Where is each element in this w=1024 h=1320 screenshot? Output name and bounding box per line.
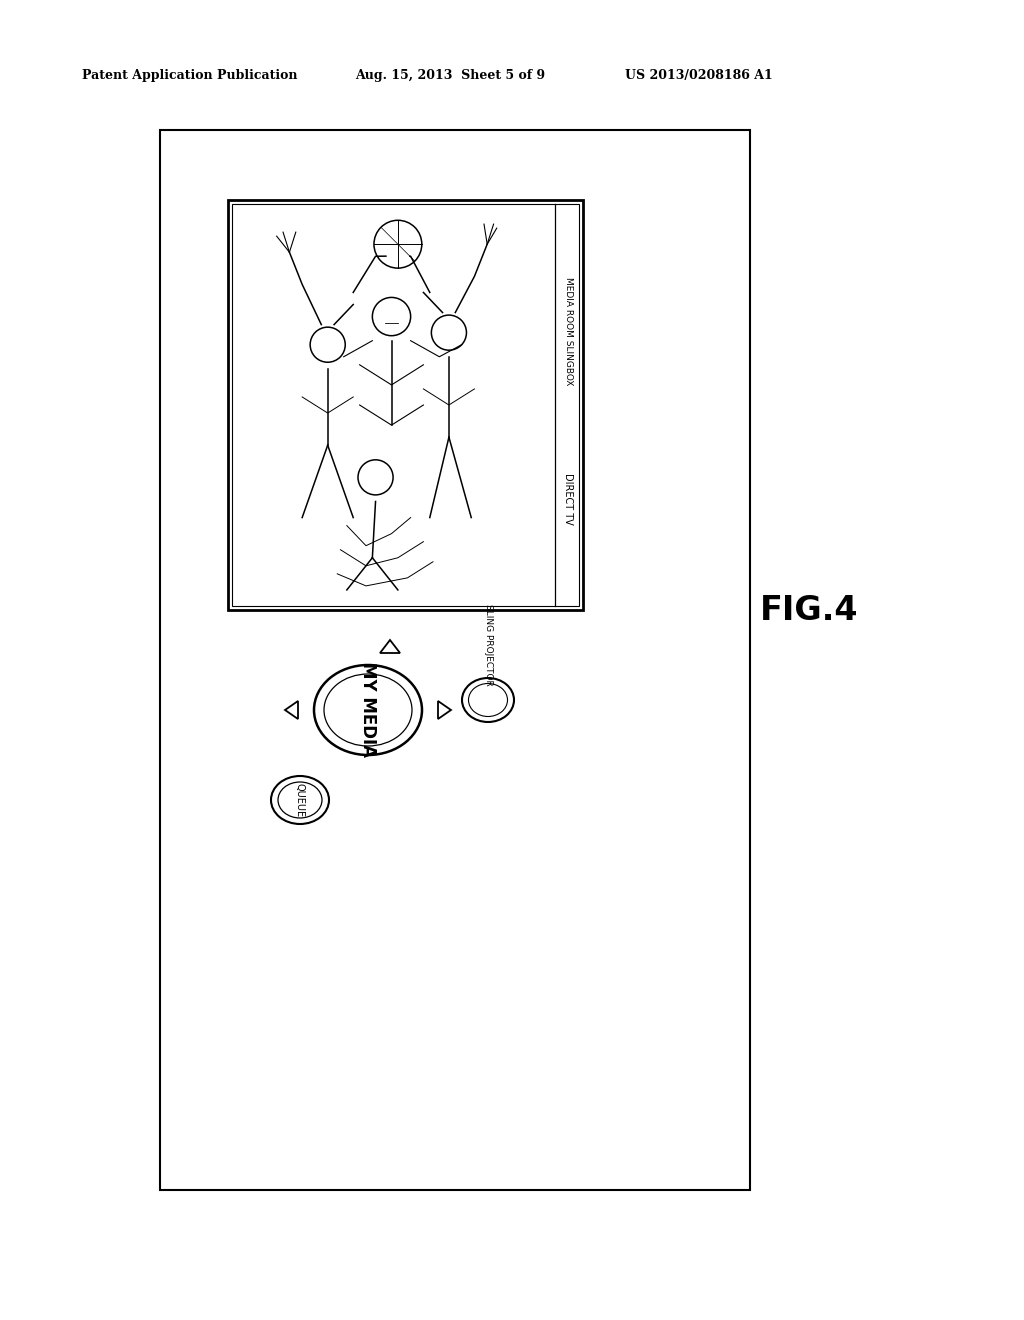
Text: FIG.4: FIG.4 <box>760 594 858 627</box>
Bar <box>228 201 583 610</box>
Text: Aug. 15, 2013  Sheet 5 of 9: Aug. 15, 2013 Sheet 5 of 9 <box>355 69 545 82</box>
Text: US 2013/0208186 A1: US 2013/0208186 A1 <box>625 69 773 82</box>
Bar <box>160 129 750 1191</box>
Text: DIRECT TV: DIRECT TV <box>563 474 573 525</box>
Text: SLING PROJECTOR: SLING PROJECTOR <box>483 605 493 686</box>
Text: QUEUE: QUEUE <box>295 783 305 817</box>
Bar <box>232 205 579 606</box>
Text: MY MEDIA: MY MEDIA <box>359 663 377 758</box>
Text: MEDIA ROOM SLINGBOX: MEDIA ROOM SLINGBOX <box>563 277 572 385</box>
Text: Patent Application Publication: Patent Application Publication <box>82 69 298 82</box>
